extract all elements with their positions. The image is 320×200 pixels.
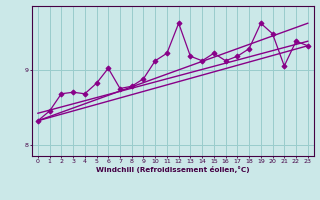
X-axis label: Windchill (Refroidissement éolien,°C): Windchill (Refroidissement éolien,°C): [96, 166, 250, 173]
